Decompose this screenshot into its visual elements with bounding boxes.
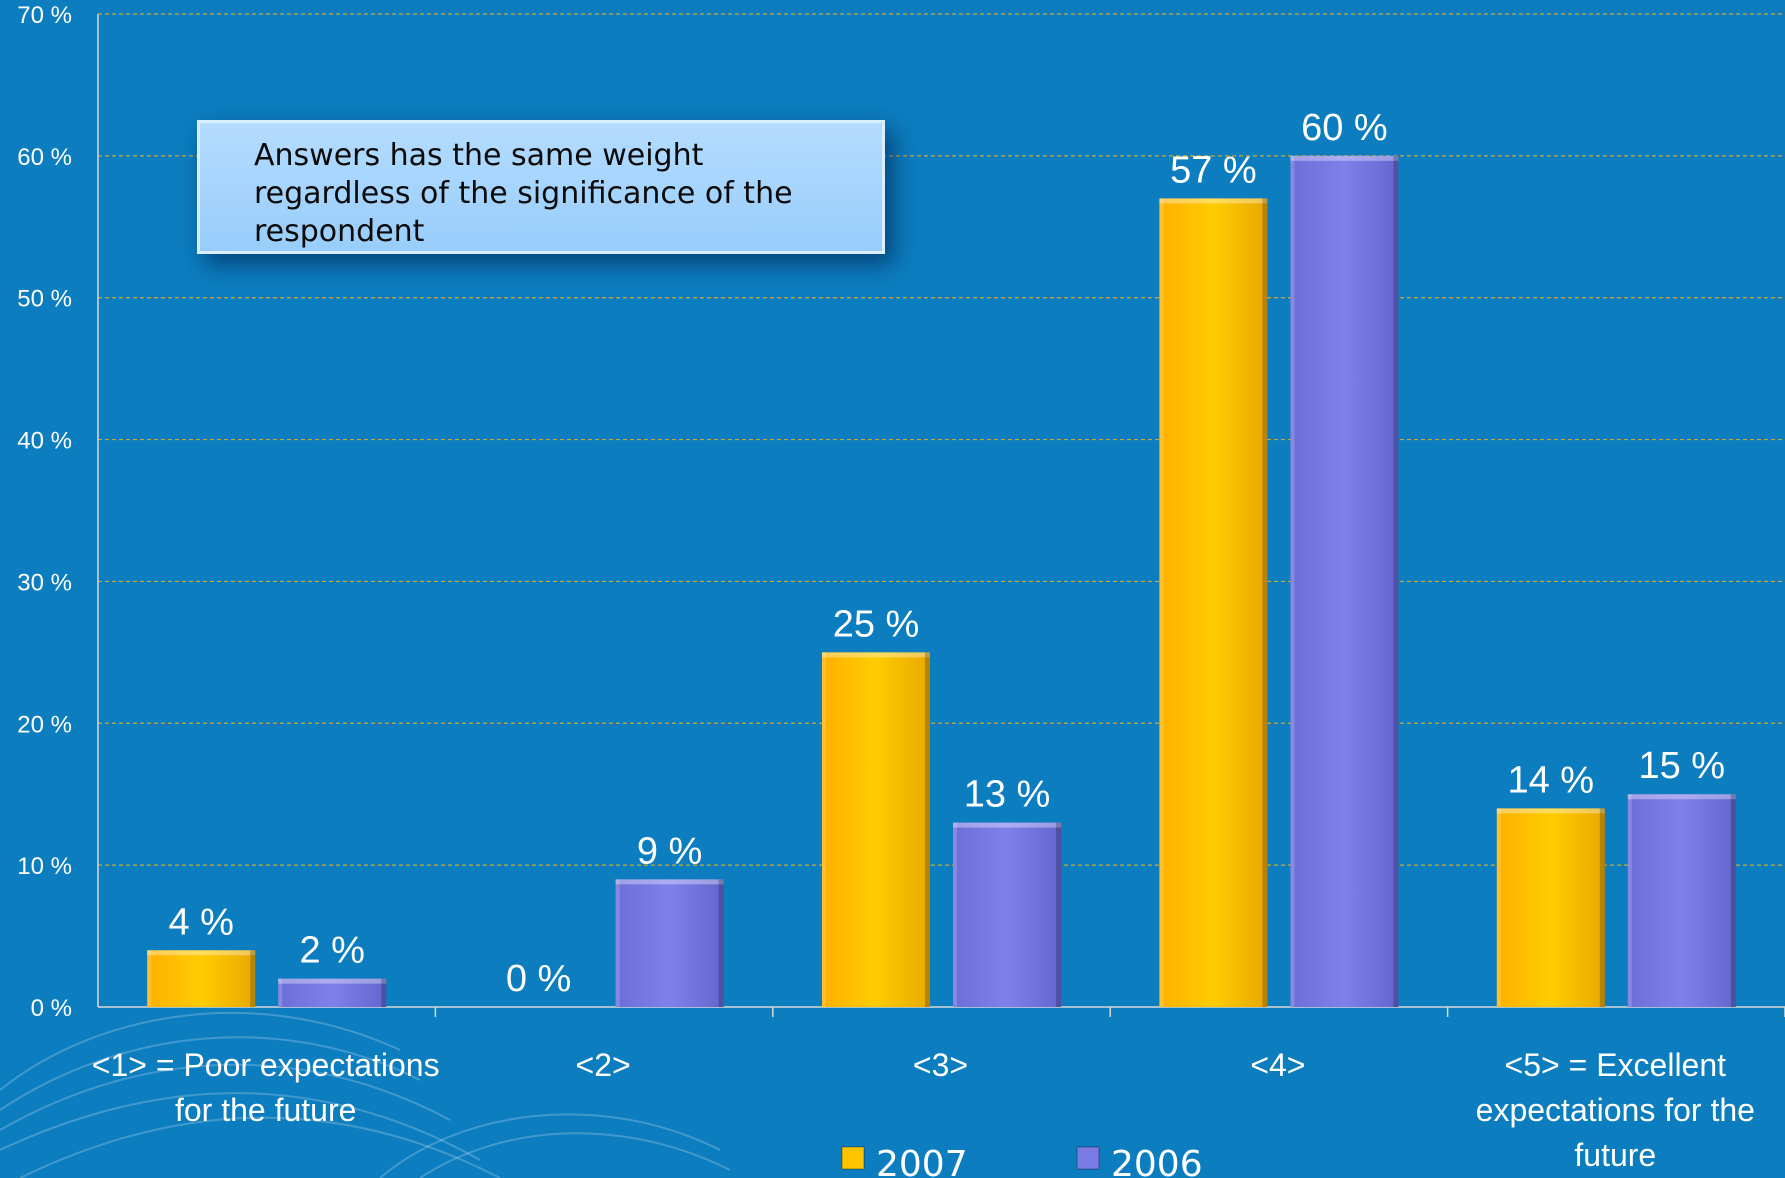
bar-2006-2 — [615, 879, 724, 1007]
legend: 2007 2006 — [841, 1144, 1203, 1178]
category-label: <2> — [576, 1047, 631, 1083]
legend-label: 2006 — [1111, 1144, 1203, 1178]
bar-2007-4 — [1159, 198, 1268, 1007]
legend-item-2006: 2006 — [1076, 1144, 1203, 1178]
value-label: 2 % — [299, 930, 364, 972]
value-label: 4 % — [168, 901, 233, 943]
note-text: Answers has the same weight regardless o… — [254, 138, 793, 249]
y-tick-label: 40 % — [17, 428, 72, 455]
legend-item-2007: 2007 — [841, 1144, 968, 1178]
value-label: 0 % — [506, 958, 571, 1000]
y-tick-label: 0 % — [31, 995, 72, 1022]
note-box: Answers has the same weight regardless o… — [197, 120, 885, 254]
y-tick-label: 30 % — [17, 569, 72, 596]
value-label: 57 % — [1170, 149, 1257, 191]
y-axis-tick-labels: 0 % 10 % 20 % 30 % 40 % 50 % 60 % 70 % — [17, 2, 72, 1022]
y-tick-label: 50 % — [17, 286, 72, 313]
value-label: 13 % — [964, 774, 1051, 816]
y-tick-label: 70 % — [17, 2, 72, 29]
bar-2007-5 — [1496, 808, 1605, 1007]
bar-2006-1 — [278, 978, 387, 1007]
value-label: 25 % — [833, 603, 920, 645]
category-label: <4> — [1250, 1047, 1305, 1083]
value-label: 60 % — [1301, 107, 1388, 149]
legend-swatch — [841, 1146, 865, 1170]
bar-2006-5 — [1627, 794, 1736, 1007]
y-tick-label: 60 % — [17, 144, 72, 171]
x-axis-category-labels: <1> = Poor expectations for the future <2>… — [92, 1047, 1755, 1173]
y-tick-label: 10 % — [17, 853, 72, 880]
bar-2006-4 — [1290, 155, 1399, 1007]
bar-2006-3 — [953, 822, 1061, 1007]
legend-label: 2007 — [876, 1144, 968, 1178]
legend-swatch — [1076, 1146, 1100, 1170]
value-label: 14 % — [1507, 759, 1594, 801]
value-label: 15 % — [1638, 745, 1725, 787]
gridlines — [98, 13, 1785, 866]
bars — [147, 155, 1736, 1007]
bar-2007-1 — [147, 950, 256, 1007]
category-label: <5> = Excellent expectations for the futur… — [1476, 1047, 1755, 1173]
bar-2007-3 — [822, 652, 930, 1007]
category-label: <3> — [913, 1047, 968, 1083]
category-label: <1> = Poor expectations for the future — [92, 1047, 440, 1128]
value-labels: 4 % 0 % 25 % 57 % 14 % 2 % 9 % 13 % 60 % 15 % — [168, 107, 1725, 1000]
background-swirl — [0, 1012, 731, 1178]
y-tick-label: 20 % — [17, 711, 72, 738]
value-label: 9 % — [637, 830, 702, 872]
